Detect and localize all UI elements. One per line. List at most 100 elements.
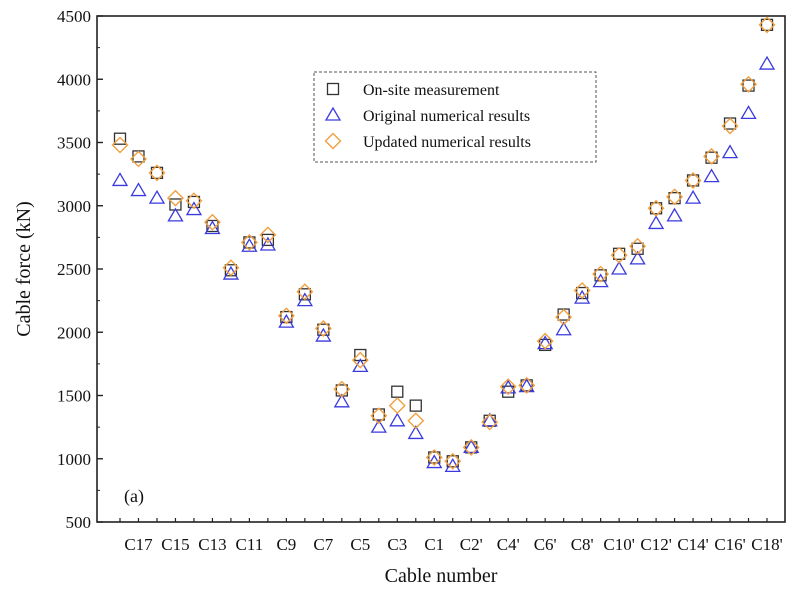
data-marks [111, 16, 776, 472]
data-point-diamond [388, 397, 406, 415]
y-tick-label: 2500 [57, 260, 91, 279]
data-point-diamond [296, 283, 314, 301]
data-point-diamond [425, 448, 443, 466]
data-point-diamond [647, 199, 665, 217]
legend-label: Updated numerical results [363, 134, 531, 151]
data-point-diamond [111, 136, 129, 154]
data-point-triangle [684, 189, 702, 204]
y-tick-label: 1000 [57, 450, 91, 469]
data-point-square [446, 455, 459, 468]
data-point-diamond [740, 75, 758, 93]
data-point-triangle [500, 379, 517, 394]
data-point-triangle [666, 207, 683, 222]
data-point-triangle [518, 378, 535, 393]
data-point-diamond [259, 226, 277, 244]
x-tick-label: C12' [640, 535, 671, 554]
data-point-diamond [129, 150, 147, 168]
x-tick-label: C6' [534, 535, 557, 554]
y-tick-label: 500 [66, 513, 92, 532]
data-point-triangle [592, 273, 609, 288]
x-tick-label: C5 [350, 535, 370, 554]
data-point-diamond [573, 282, 591, 299]
data-point-square [113, 132, 127, 145]
y-axis: 500 1000 1500 2000 2500 3000 3500 4000 4500 [57, 7, 103, 532]
data-point-triangle [259, 236, 277, 251]
data-point-diamond [684, 171, 702, 189]
data-point-triangle [278, 313, 295, 328]
x-tick-label: C1 [424, 535, 444, 554]
data-point-triangle [296, 292, 313, 307]
data-point-diamond [185, 192, 203, 210]
data-point-triangle [389, 412, 406, 427]
x-tick-label: C11 [236, 535, 264, 554]
data-point-diamond [721, 117, 739, 135]
data-point-diamond [536, 332, 554, 350]
y-tick-label: 2000 [57, 323, 91, 342]
y-axis-title: Cable force (kN) [13, 201, 35, 337]
x-tick-label: C10' [603, 535, 634, 554]
data-point-diamond [481, 413, 499, 431]
data-point-diamond [703, 147, 721, 165]
legend-box [313, 71, 597, 163]
data-point-triangle [463, 439, 480, 454]
data-point-diamond [314, 319, 332, 337]
y-tick-label: 4000 [57, 70, 91, 89]
legend-marker-diamond [324, 132, 342, 150]
data-point-square [243, 236, 256, 249]
x-tick-label: C18' [751, 535, 782, 554]
x-tick-label: C9 [276, 535, 296, 554]
legend-label: Original numerical results [363, 108, 530, 125]
data-point-triangle [629, 250, 646, 265]
data-point-square [409, 399, 422, 412]
data-point-triangle [352, 358, 369, 373]
data-point-triangle [703, 168, 720, 183]
data-point-square [502, 385, 515, 398]
data-point-square [428, 451, 441, 464]
data-point-triangle [574, 289, 591, 304]
data-point-diamond [629, 237, 647, 255]
data-point-square [760, 18, 774, 32]
x-tick-label: C4' [497, 535, 520, 554]
series-diamond [111, 16, 776, 470]
data-point-triangle [185, 201, 203, 216]
data-point-triangle [167, 207, 184, 222]
data-point-square [742, 79, 755, 92]
x-tick-label: C17 [124, 535, 153, 554]
data-point-square [391, 385, 404, 398]
data-point-diamond [518, 376, 536, 394]
legend-marker-square [326, 82, 340, 96]
data-point-square [557, 308, 570, 321]
data-point-diamond [666, 188, 684, 206]
data-point-square [372, 408, 385, 421]
legend-marker-triangle [324, 106, 342, 121]
x-tick-label: C15 [161, 535, 189, 554]
x-tick-label: C8' [571, 535, 594, 554]
data-point-triangle [407, 425, 424, 440]
data-point-diamond [351, 351, 369, 369]
data-point-triangle [555, 321, 572, 336]
data-point-square [686, 174, 700, 187]
data-point-diamond [370, 407, 388, 425]
data-point-diamond [240, 233, 258, 251]
data-point-square [705, 151, 718, 164]
data-point-triangle [481, 412, 498, 427]
data-point-square [150, 166, 164, 180]
data-point-triangle [333, 393, 350, 408]
data-point-triangle [370, 418, 387, 433]
y-tick-label: 4500 [57, 7, 91, 26]
x-tick-label: C16' [714, 535, 745, 554]
x-tick-label: C3 [387, 535, 407, 554]
data-point-triangle [241, 237, 258, 252]
data-point-square [668, 192, 681, 205]
data-point-triangle [758, 55, 776, 70]
data-point-triangle [315, 327, 332, 342]
panel-label: (a) [124, 486, 144, 507]
data-point-diamond [444, 452, 462, 470]
data-point-triangle [111, 172, 129, 187]
legend: On-site measurement Original numerical re… [313, 71, 597, 163]
data-point-triangle [647, 215, 665, 230]
y-tick-label: 1500 [57, 387, 91, 406]
data-point-triangle [130, 182, 147, 197]
data-point-triangle [721, 144, 739, 159]
